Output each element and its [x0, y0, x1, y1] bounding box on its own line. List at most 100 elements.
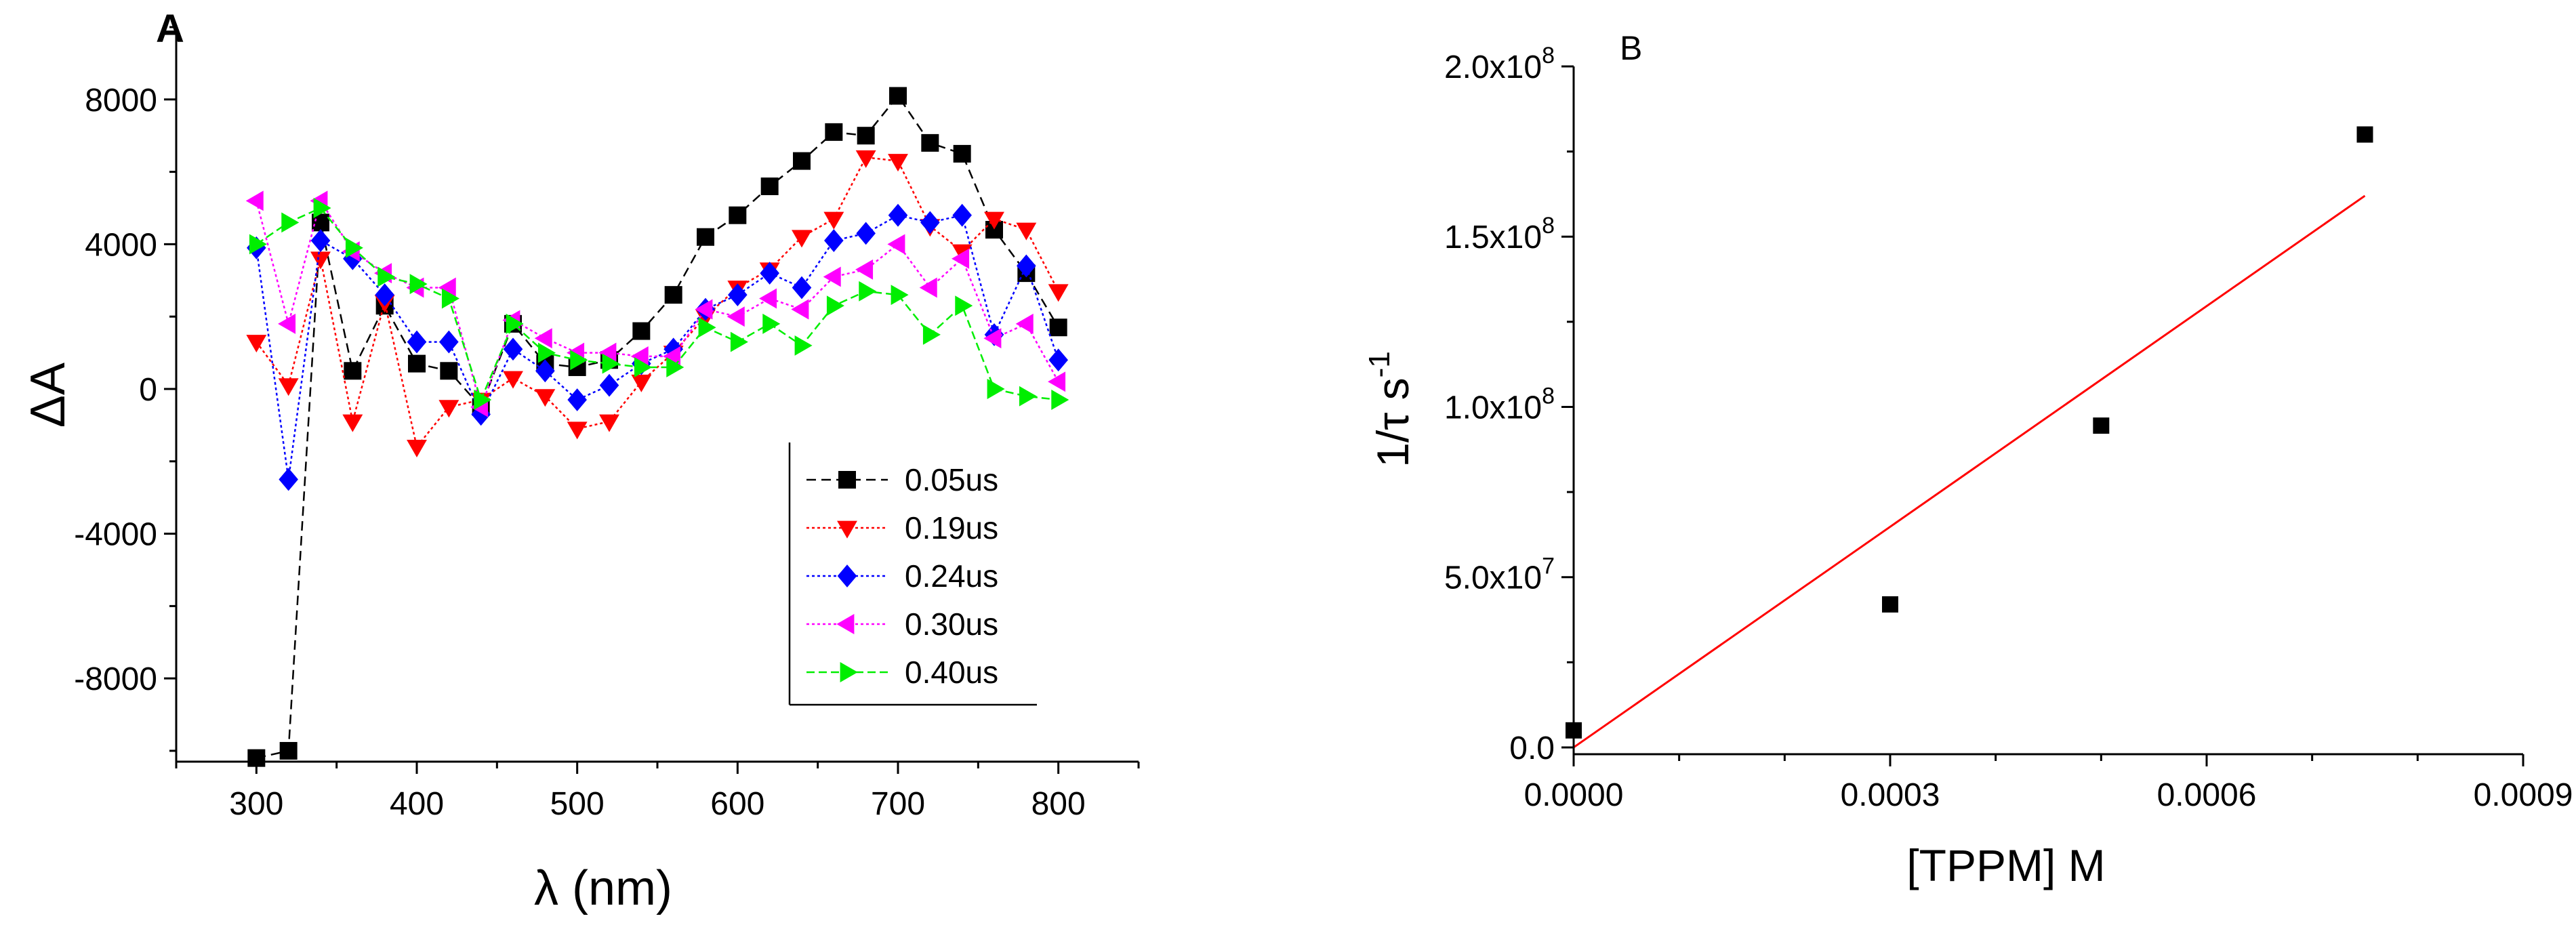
- data-point: [409, 274, 428, 295]
- data-point: [1016, 222, 1037, 241]
- data-point: [666, 357, 684, 377]
- data-point: [663, 346, 681, 367]
- data-point: [570, 350, 588, 371]
- y-tick-label: -4000: [74, 517, 157, 553]
- data-point: [278, 378, 299, 396]
- data-point: [826, 295, 844, 316]
- legend-swatch-marker: [840, 662, 858, 682]
- panel-b-axes: 0.0000 0.0003 0.0006 0.0009 0.0 5.0x107 1.0x10…: [1444, 43, 2573, 813]
- data-point: [313, 198, 331, 218]
- data-point: [506, 313, 524, 334]
- data-point: [1017, 254, 1036, 278]
- data-point: [792, 276, 812, 300]
- data-point: [1048, 348, 1068, 372]
- data-point: [634, 357, 652, 377]
- data-point: [439, 330, 459, 354]
- legend-item-0.40us: 0.40us: [806, 655, 998, 690]
- legend-swatch-marker: [837, 564, 857, 588]
- series-0.40us: [249, 198, 1069, 410]
- data-point: [984, 211, 1004, 230]
- data-point: [503, 337, 523, 361]
- x-tick-label: 600: [710, 786, 764, 822]
- panel-b: B 0.0000 0.0003 0.0006 0.0009 0.0 5.0x107 1.0x…: [1363, 29, 2573, 890]
- y-tick-label: -8000: [74, 661, 157, 697]
- data-point: [438, 400, 459, 418]
- data-point: [631, 374, 652, 392]
- y-tick-mantissa: 1.5x10: [1444, 220, 1542, 255]
- legend-item-0.24us: 0.24us: [806, 558, 998, 594]
- data-point: [695, 299, 713, 320]
- data-point: [310, 251, 331, 270]
- data-point: [567, 388, 587, 411]
- data-point: [983, 328, 1002, 349]
- y-tick-exponent: 8: [1542, 213, 1555, 239]
- y-tick-label: 8000: [85, 83, 157, 119]
- data-point: [534, 328, 552, 349]
- x-tick-label: 700: [871, 786, 925, 822]
- data-point: [791, 299, 809, 320]
- y-tick-exponent: 8: [1542, 43, 1555, 68]
- y-tick-mantissa: 2.0x10: [1444, 49, 1542, 85]
- x-tick-label: 800: [1031, 786, 1086, 822]
- legend-swatch-marker: [837, 520, 857, 539]
- data-point: [279, 741, 298, 760]
- panel-a-x-axis-title: λ (nm): [534, 861, 672, 915]
- panel-b-marks: [1566, 126, 2373, 749]
- data-point: [760, 262, 779, 285]
- data-point: [503, 371, 523, 389]
- data-point: [888, 203, 908, 227]
- data-point: [246, 335, 267, 353]
- y-tick-label: 5.0x107: [1444, 554, 1555, 596]
- data-point: [1882, 596, 1898, 613]
- y-tick-mantissa: 5.0x10: [1444, 560, 1542, 596]
- data-point: [535, 359, 555, 383]
- panel-b-x-axis-title: [TPPM] M: [1906, 840, 2105, 890]
- data-point: [567, 421, 588, 440]
- data-point: [632, 322, 651, 340]
- legend-item-0.05us: 0.05us: [806, 462, 998, 497]
- data-point: [952, 248, 970, 269]
- data-point: [599, 373, 619, 397]
- data-point: [438, 277, 456, 298]
- data-point: [823, 266, 841, 287]
- series-line: [255, 156, 1059, 449]
- data-point: [921, 133, 939, 152]
- data-point: [857, 127, 875, 145]
- data-point: [887, 234, 905, 255]
- legend-swatch-marker: [836, 614, 855, 634]
- legend-label: 0.40us: [905, 655, 998, 690]
- data-point: [888, 154, 908, 172]
- data-point: [859, 281, 877, 302]
- data-point: [377, 266, 396, 287]
- legend-label: 0.05us: [905, 462, 998, 497]
- x-tick-label: 300: [229, 786, 283, 822]
- series-0.24us: [247, 203, 1068, 491]
- x-tick-label: 400: [390, 786, 444, 822]
- data-point: [474, 390, 492, 410]
- data-point: [987, 379, 1005, 399]
- data-point: [697, 228, 714, 246]
- data-point: [762, 313, 781, 334]
- data-point: [920, 211, 940, 234]
- data-point: [245, 190, 264, 211]
- legend-label: 0.19us: [905, 510, 998, 545]
- data-point: [342, 414, 363, 432]
- data-point: [1048, 371, 1066, 392]
- panel-a-marks: [245, 87, 1069, 767]
- x-tick-label: 0.0003: [1841, 777, 1940, 813]
- y-tick-label: 0: [139, 372, 157, 408]
- data-point: [729, 206, 747, 224]
- y-tick-label: 1.5x108: [1444, 213, 1555, 255]
- panel-a: A 300 400 500 600 700 800-8000-4000040008000 …: [21, 7, 1140, 915]
- data-point: [249, 234, 267, 255]
- data-point: [407, 330, 427, 354]
- data-point: [1015, 313, 1034, 334]
- panel-a-legend: 0.05us 0.19us 0.24us 0.30us 0.40us: [788, 442, 1037, 706]
- data-point: [855, 150, 876, 168]
- legend-item-0.19us: 0.19us: [806, 510, 998, 545]
- data-point: [345, 237, 363, 258]
- data-point: [825, 123, 843, 141]
- data-point: [407, 440, 427, 458]
- legend-label: 0.30us: [905, 606, 998, 642]
